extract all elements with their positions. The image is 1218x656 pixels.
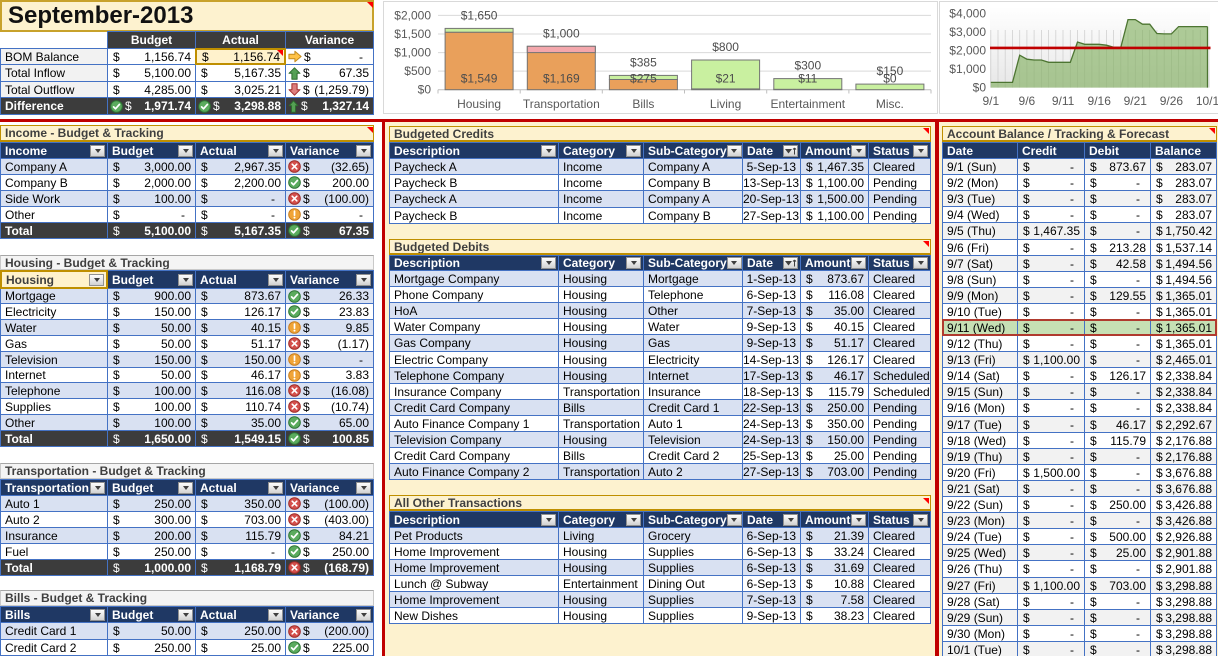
svg-text:$500: $500 xyxy=(404,64,431,78)
svg-text:$300: $300 xyxy=(794,59,821,73)
svg-text:Bills: Bills xyxy=(632,97,654,111)
svg-text:$1,500: $1,500 xyxy=(394,27,431,41)
svg-text:$21: $21 xyxy=(716,71,736,85)
svg-text:$2,000: $2,000 xyxy=(394,8,431,22)
svg-text:$1,169: $1,169 xyxy=(543,71,580,85)
svg-text:$1,000: $1,000 xyxy=(543,26,580,40)
svg-text:$385: $385 xyxy=(630,56,657,70)
svg-text:$2,000: $2,000 xyxy=(949,44,986,58)
svg-text:$275: $275 xyxy=(630,71,657,85)
svg-text:Misc.: Misc. xyxy=(876,97,904,111)
svg-text:Entertainment: Entertainment xyxy=(770,97,845,111)
svg-text:Living: Living xyxy=(710,97,741,111)
svg-text:10/1: 10/1 xyxy=(1196,94,1218,108)
svg-text:$1,000: $1,000 xyxy=(394,46,431,60)
svg-text:$0: $0 xyxy=(883,71,897,85)
svg-text:$0: $0 xyxy=(418,83,432,97)
svg-text:$150: $150 xyxy=(877,64,904,78)
svg-text:$11: $11 xyxy=(798,71,817,85)
svg-text:9/1: 9/1 xyxy=(982,94,999,108)
svg-text:$1,000: $1,000 xyxy=(949,62,986,76)
svg-text:9/11: 9/11 xyxy=(1052,94,1075,108)
svg-text:$4,000: $4,000 xyxy=(949,7,986,21)
svg-text:Transportation: Transportation xyxy=(523,97,600,111)
svg-text:9/21: 9/21 xyxy=(1124,94,1148,108)
svg-text:9/26: 9/26 xyxy=(1160,94,1184,108)
svg-text:$3,000: $3,000 xyxy=(949,25,986,39)
svg-text:$800: $800 xyxy=(712,40,739,54)
svg-text:9/6: 9/6 xyxy=(1019,94,1036,108)
svg-text:Housing: Housing xyxy=(457,97,501,111)
svg-text:$1,549: $1,549 xyxy=(461,71,498,85)
svg-text:$0: $0 xyxy=(973,81,987,95)
svg-text:$1,650: $1,650 xyxy=(461,9,498,23)
svg-text:9/16: 9/16 xyxy=(1088,94,1112,108)
